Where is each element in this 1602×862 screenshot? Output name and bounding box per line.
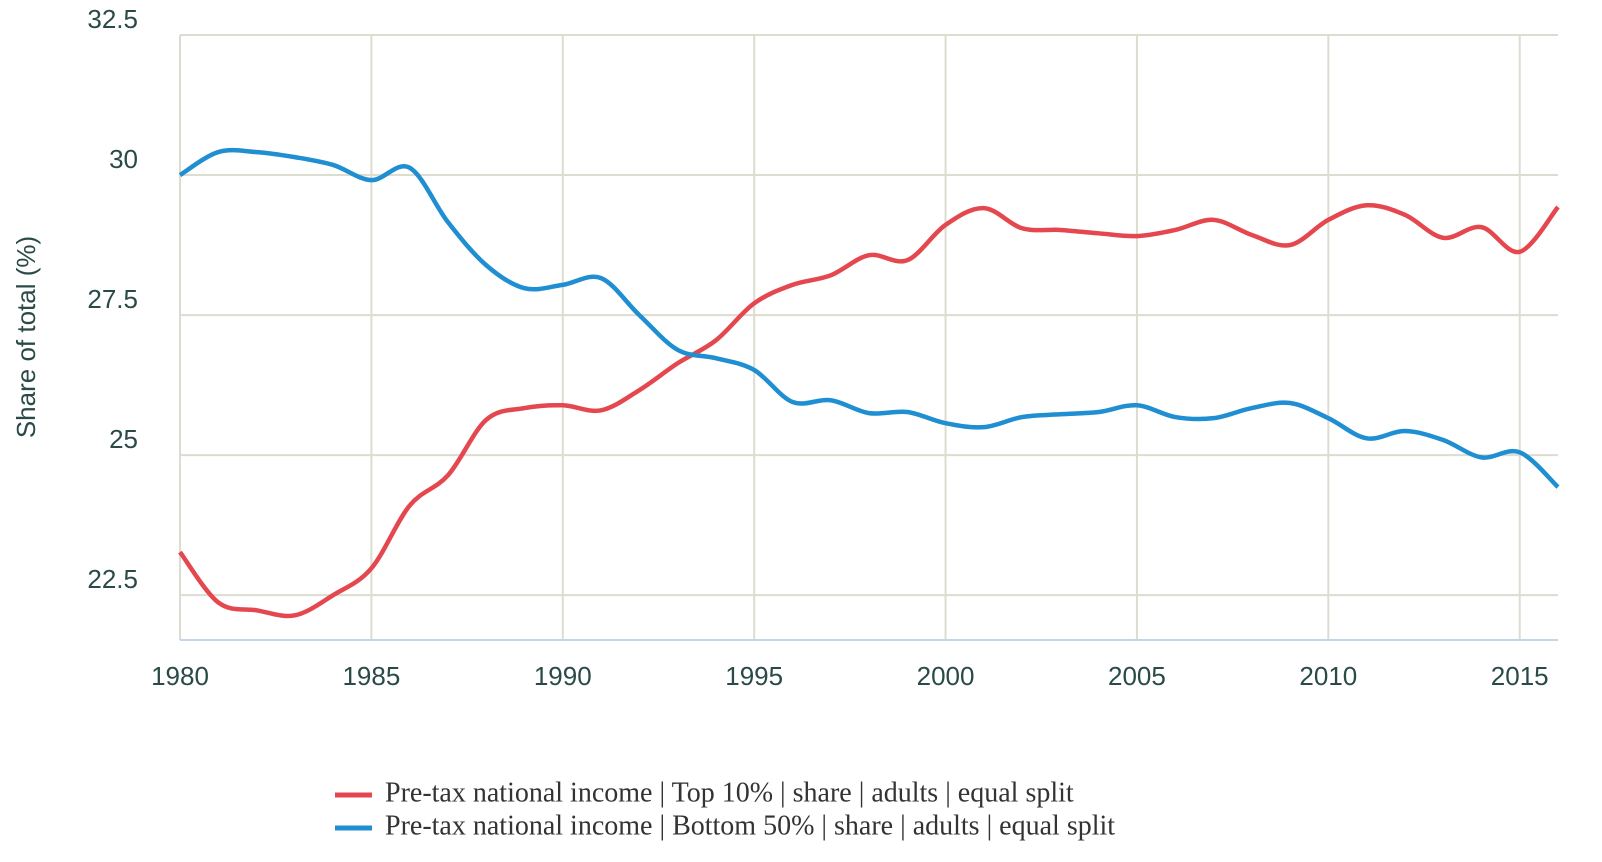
y-tick-label: 22.5 — [87, 564, 138, 594]
series-line — [178, 147, 1560, 489]
y-tick-label: 32.5 — [87, 4, 138, 34]
legend-label: Pre-tax national income | Top 10% | shar… — [385, 777, 1074, 808]
x-tick-label: 2015 — [1491, 661, 1549, 691]
y-tick-label: 25 — [109, 424, 138, 454]
legend-label: Pre-tax national income | Bottom 50% | s… — [385, 810, 1115, 841]
x-tick-label: 1985 — [342, 661, 400, 691]
x-tick-label: 2010 — [1299, 661, 1357, 691]
y-tick-label: 27.5 — [87, 284, 138, 314]
y-tick-label: 30 — [109, 144, 138, 174]
x-tick-label: 2000 — [917, 661, 975, 691]
x-tick-label: 1990 — [534, 661, 592, 691]
x-tick-label: 1980 — [151, 661, 209, 691]
x-tick-label: 1995 — [725, 661, 783, 691]
x-tick-label: 2005 — [1108, 661, 1166, 691]
y-axis-label: Share of total (%) — [11, 236, 41, 438]
series-line — [178, 202, 1560, 619]
